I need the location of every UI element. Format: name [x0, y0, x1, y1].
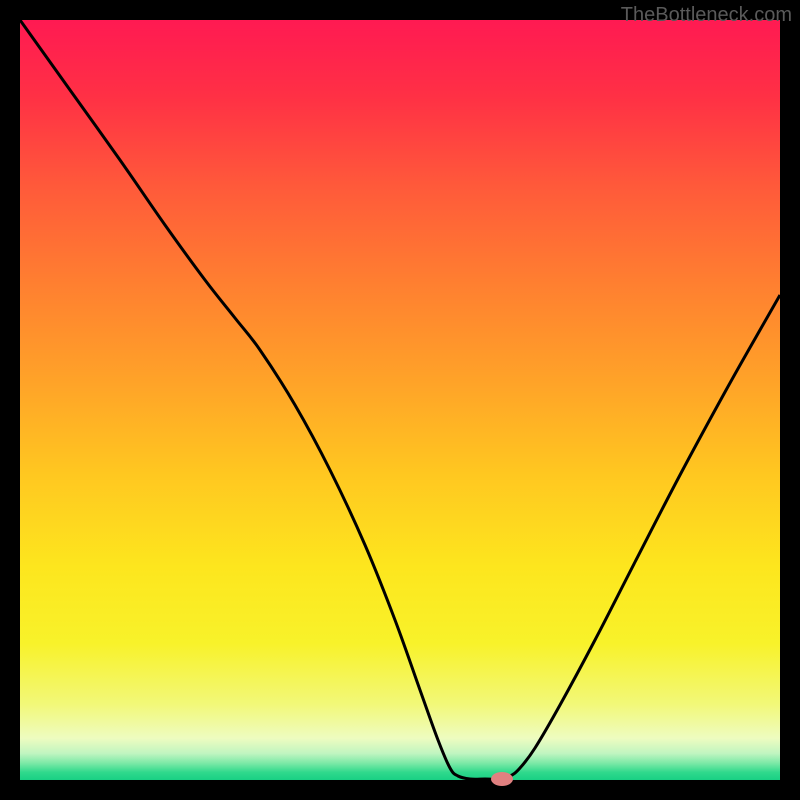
- watermark-text: TheBottleneck.com: [621, 4, 792, 27]
- chart-container: TheBottleneck.com: [0, 0, 800, 800]
- bottleneck-curve-chart: [0, 0, 800, 800]
- plot-background: [20, 20, 780, 780]
- optimum-marker: [491, 772, 513, 786]
